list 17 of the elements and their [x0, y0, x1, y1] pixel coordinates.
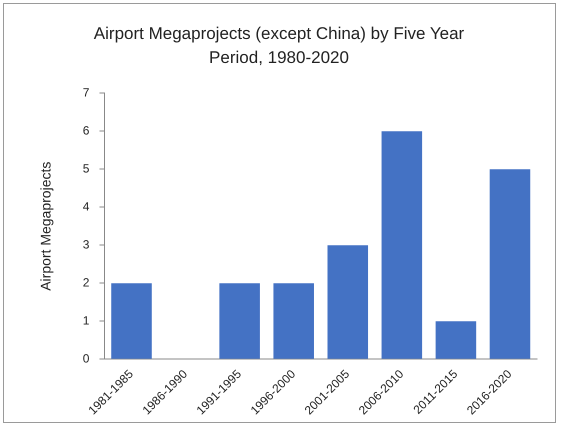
chart-title: Airport Megaprojects (except China) by Five Year Period, 1980-2020 [92, 23, 466, 69]
y-tick-label: 0 [82, 352, 90, 366]
y-tick-label: 3 [82, 238, 90, 252]
bar [219, 283, 260, 359]
bar [436, 321, 476, 359]
y-tick-label: 7 [82, 86, 90, 100]
y-tick-label: 4 [82, 200, 90, 214]
y-tick-label: 6 [82, 124, 90, 138]
y-axis-title: Airport Megaprojects [37, 162, 54, 291]
y-tick-label: 5 [82, 162, 90, 176]
y-tick-label: 1 [82, 314, 90, 328]
bar [382, 131, 422, 359]
y-tick-label: 2 [82, 276, 90, 290]
bar [273, 283, 314, 359]
bar [490, 169, 530, 359]
bar [111, 283, 152, 359]
bar [327, 245, 368, 359]
